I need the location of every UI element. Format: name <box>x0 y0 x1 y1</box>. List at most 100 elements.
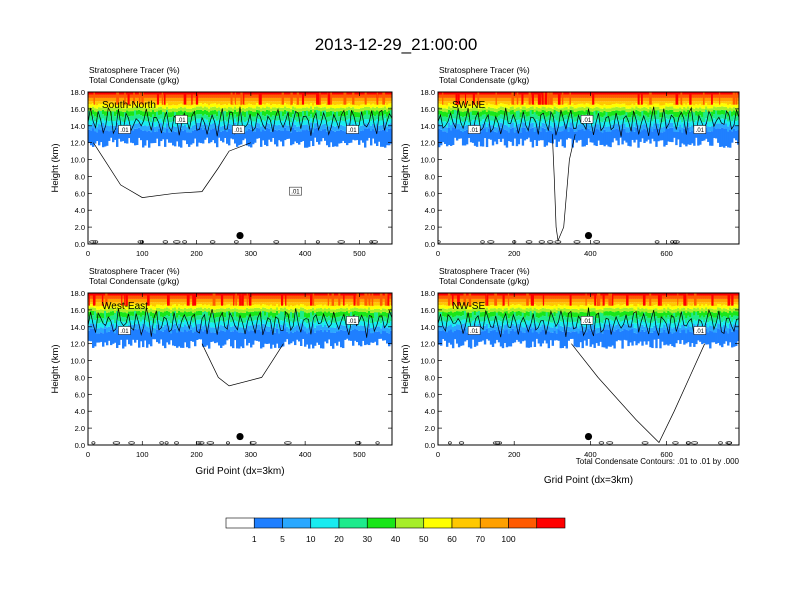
tracer-cell <box>350 120 353 126</box>
tracer-cell <box>308 327 311 333</box>
tracer-cell <box>445 97 449 102</box>
tracer-streak <box>569 92 571 105</box>
tracer-cell <box>633 101 636 106</box>
tracer-cell <box>330 302 333 307</box>
tracer-cell <box>386 94 389 98</box>
tracer-cell <box>146 311 149 322</box>
tracer-cell <box>152 101 155 104</box>
tracer-cell <box>663 126 666 132</box>
tracer-cell <box>270 298 273 303</box>
tracer-cell <box>198 92 201 95</box>
tracer-cell <box>168 97 171 102</box>
tracer-cell <box>216 120 219 126</box>
tracer-cell <box>302 120 305 125</box>
tracer-streak <box>230 92 233 105</box>
tracer-cell <box>593 130 596 146</box>
tracer-cell <box>360 101 363 105</box>
tracer-cell <box>178 130 181 147</box>
tracer-cell <box>142 295 145 299</box>
tracer-cell <box>332 104 335 108</box>
tracer-cell <box>216 317 219 322</box>
tracer-cell <box>320 307 323 312</box>
tracer-cell <box>653 97 656 102</box>
tracer-cell <box>368 92 371 95</box>
tracer-cell <box>302 324 305 330</box>
tracer-cell <box>551 97 555 102</box>
tracer-cell <box>188 311 191 317</box>
tracer-cell <box>332 130 335 147</box>
tracer-cell <box>162 131 165 140</box>
tracer-cell <box>579 94 582 98</box>
tracer-cell <box>282 120 285 126</box>
tracer-cell <box>154 94 157 98</box>
tracer-cell <box>132 308 135 312</box>
tracer-cell <box>122 94 125 98</box>
tracer-cell <box>306 94 309 98</box>
tracer-cell <box>705 108 708 119</box>
tracer-cell <box>324 293 327 296</box>
tracer-cell <box>296 293 299 296</box>
tracer-cell <box>589 94 592 98</box>
tracer-cell <box>106 327 109 333</box>
tracer-cell <box>328 121 331 127</box>
tracer-cell <box>605 94 608 98</box>
tracer-cell <box>102 309 105 314</box>
tracer-cell <box>202 104 205 108</box>
tracer-cell <box>92 323 95 329</box>
tracer-cell <box>282 295 285 299</box>
tracer-cell <box>645 94 648 98</box>
tracer-cell <box>146 326 149 332</box>
tracer-cell <box>707 94 710 98</box>
tracer-cell <box>549 104 553 108</box>
tracer-cell <box>721 97 724 102</box>
tracer-cell <box>539 108 543 112</box>
tracer-cell <box>517 107 521 111</box>
tracer-cell <box>202 305 205 309</box>
tracer-cell <box>196 324 199 330</box>
tracer-cell <box>334 312 337 318</box>
tracer-cell <box>88 311 91 317</box>
tracer-cell <box>677 111 680 117</box>
tracer-cell <box>591 111 594 117</box>
tracer-cell <box>104 307 107 311</box>
tracer-cell <box>252 101 255 105</box>
tracer-cell <box>154 97 157 102</box>
tracer-cell <box>314 128 317 138</box>
tracer-cell <box>334 295 337 299</box>
tracer-cell <box>338 321 341 326</box>
tracer-cell <box>214 312 217 318</box>
y-tick-label: 10.0 <box>420 156 435 165</box>
tracer-cell <box>286 322 289 327</box>
tracer-cell <box>296 111 299 117</box>
tracer-cell <box>579 129 582 140</box>
tracer-cell <box>280 104 283 108</box>
tracer-cell <box>581 97 584 102</box>
tracer-cell <box>681 92 684 95</box>
tracer-cell <box>258 123 261 129</box>
tracer-cell <box>166 92 169 95</box>
tracer-cell <box>469 94 473 98</box>
tracer-cell <box>318 325 321 331</box>
tracer-cell <box>178 302 181 305</box>
tracer-cell <box>212 110 215 115</box>
tracer-cell <box>322 295 325 299</box>
tracer-cell <box>489 107 493 112</box>
tracer-cell <box>489 97 493 102</box>
tracer-cell <box>364 114 367 120</box>
tracer-cell <box>118 92 121 95</box>
tracer-cell <box>166 128 169 140</box>
tracer-cell <box>453 94 457 98</box>
tracer-streak <box>541 92 544 105</box>
tracer-cell <box>677 121 680 127</box>
tracer-cell <box>665 114 668 119</box>
tracer-cell <box>172 92 175 95</box>
tracer-cell <box>260 295 263 299</box>
tracer-cell <box>248 308 251 313</box>
tracer-cell <box>290 331 293 344</box>
tracer-cell <box>340 104 343 108</box>
tracer-cell <box>130 107 133 112</box>
tracer-cell <box>354 101 357 106</box>
tracer-cell <box>667 110 670 115</box>
tracer-cell <box>184 110 187 116</box>
tracer-cell <box>304 298 307 303</box>
